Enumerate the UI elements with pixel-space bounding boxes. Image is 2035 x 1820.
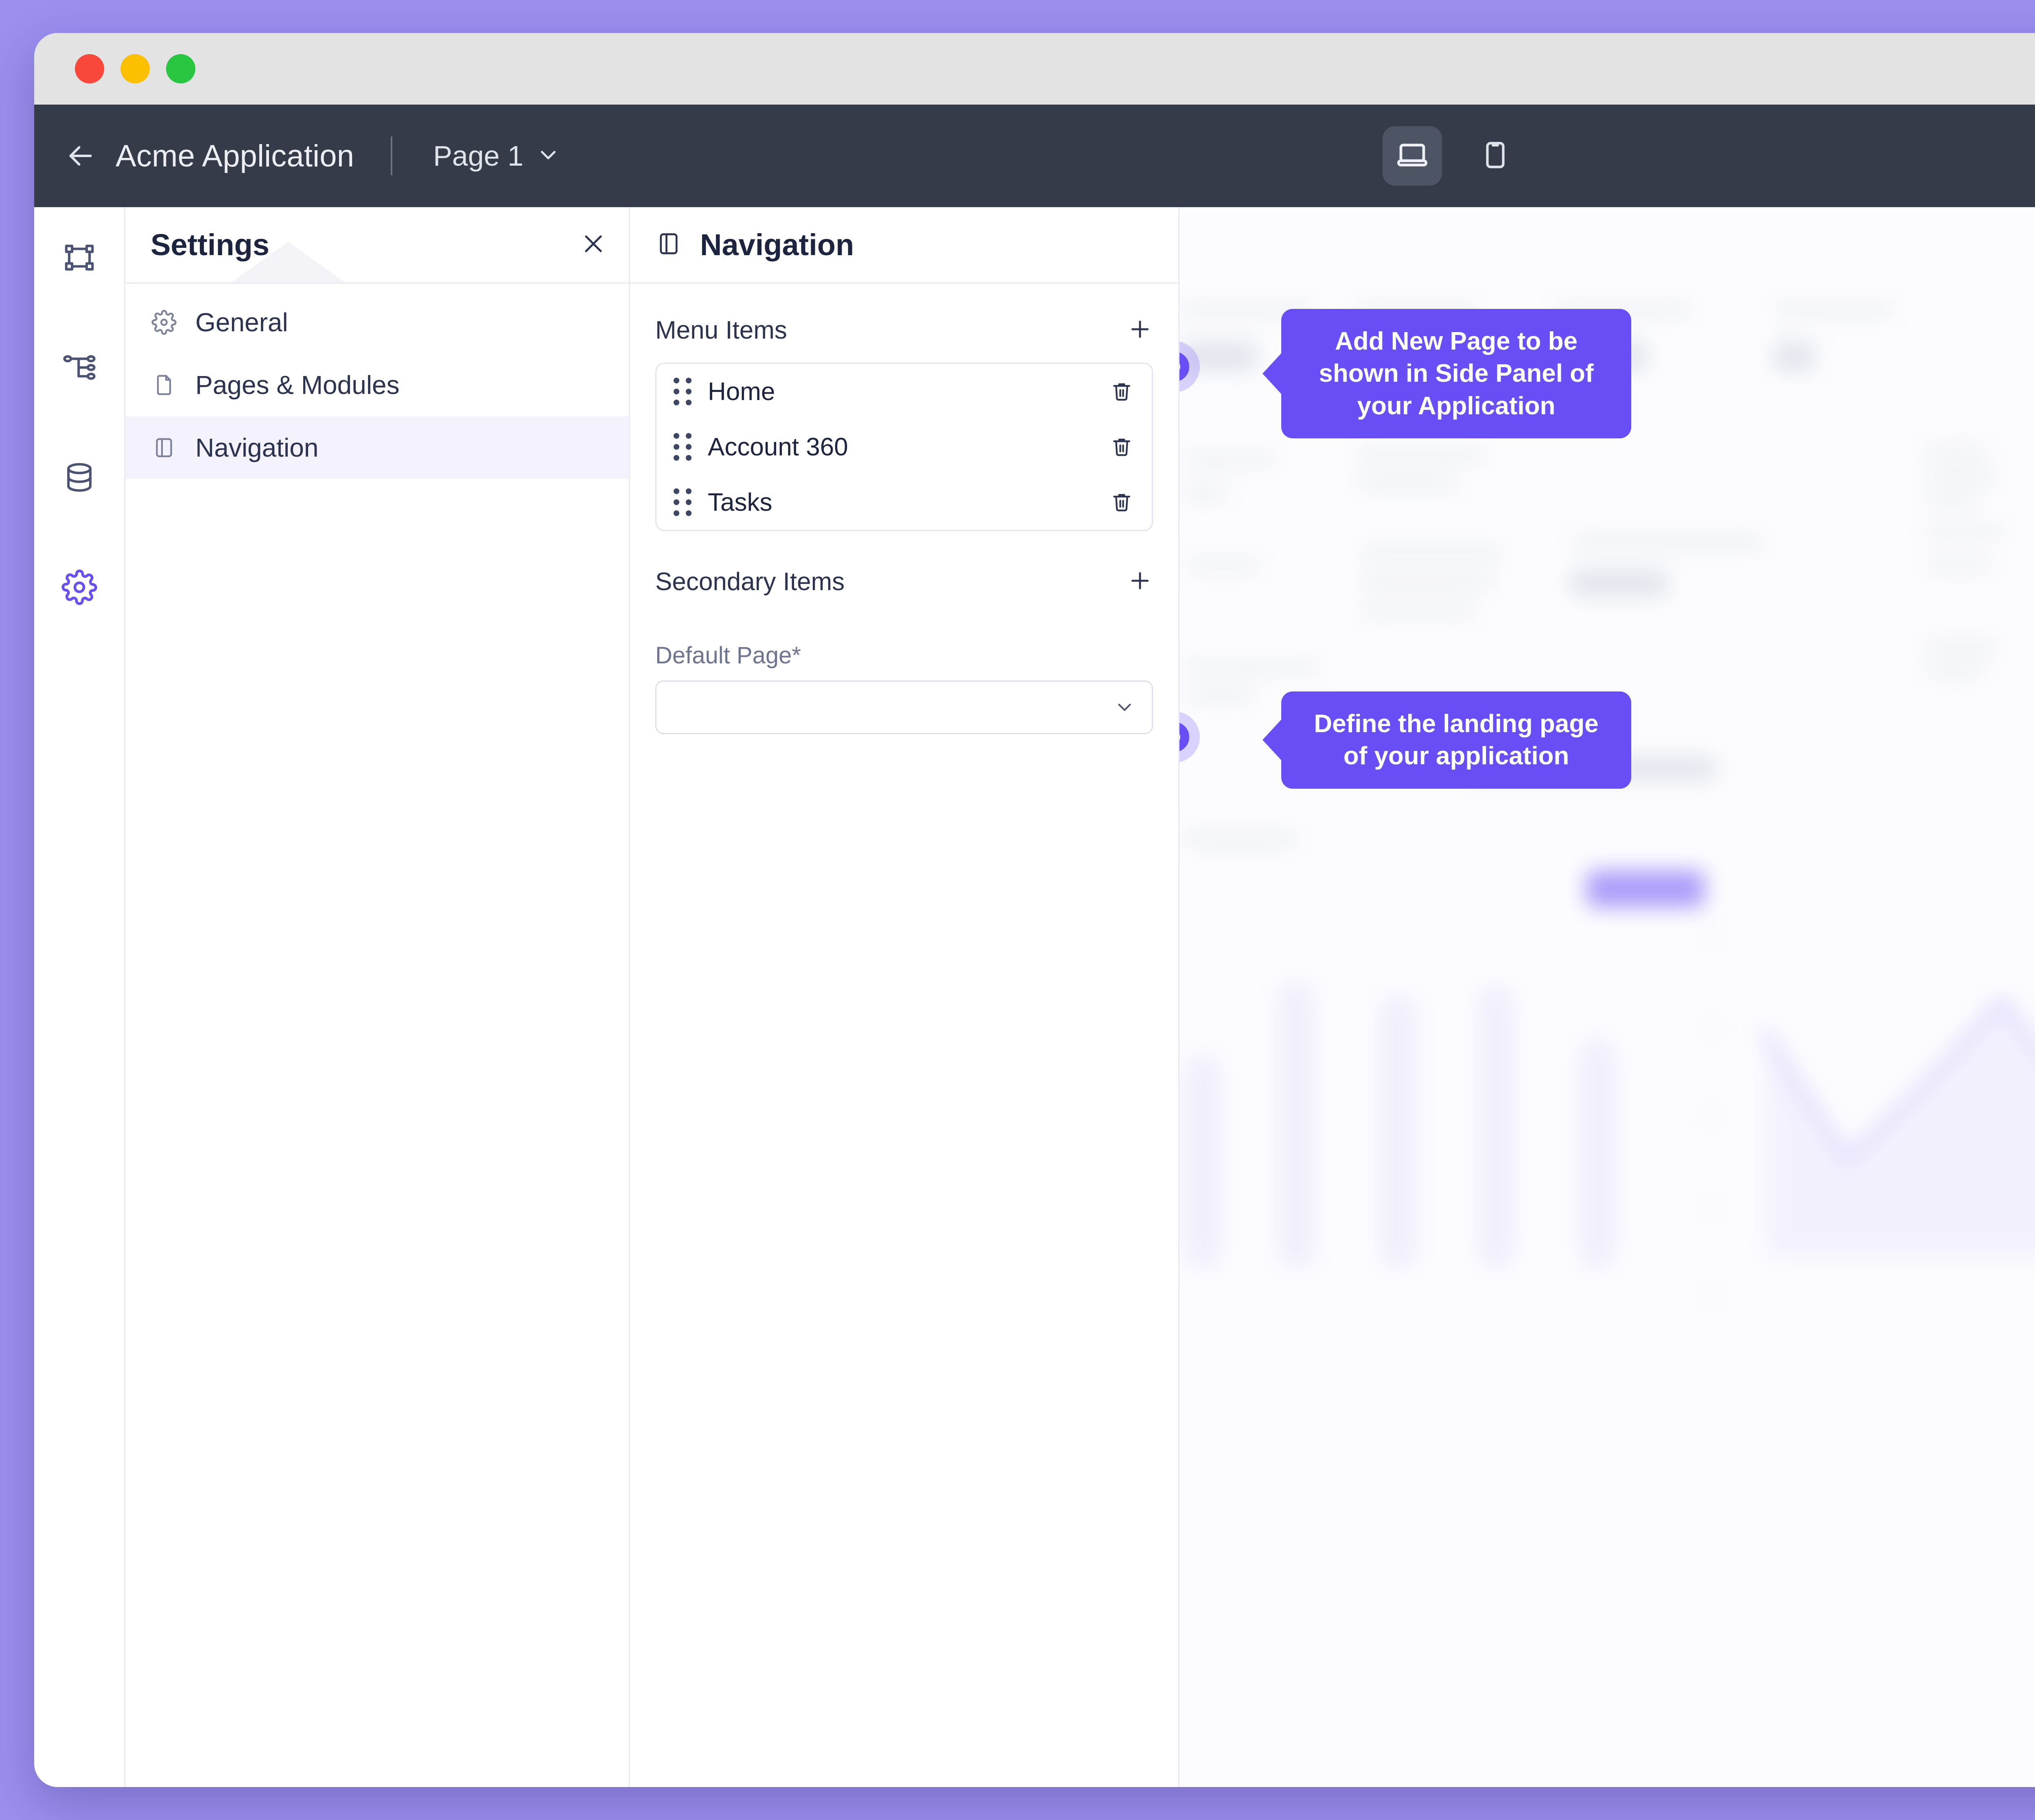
window-close-button[interactable] xyxy=(75,54,104,83)
trash-icon[interactable] xyxy=(1109,435,1134,459)
list-item[interactable]: Home xyxy=(656,364,1152,419)
plus-icon xyxy=(1127,568,1153,596)
secondary-items-label: Secondary Items xyxy=(655,567,845,596)
app-body: Settings General xyxy=(34,207,2035,1787)
mobile-icon xyxy=(1479,139,1511,173)
menu-items-add-button[interactable] xyxy=(1127,316,1153,344)
sidebar-item-navigation[interactable]: Navigation xyxy=(125,416,629,479)
gear-icon xyxy=(151,309,177,336)
artboard-icon xyxy=(62,240,97,277)
laptop-icon xyxy=(1395,138,1429,174)
secondary-items-header: Secondary Items xyxy=(655,555,1153,608)
tooltip-default-page: Define the landing page of your applicat… xyxy=(1281,691,1631,789)
database-icon xyxy=(62,460,97,497)
panel-left-icon xyxy=(655,230,682,259)
sidebar-item-general[interactable]: General xyxy=(125,291,629,354)
window-minimize-button[interactable] xyxy=(120,54,150,83)
sidebar-item-label: Navigation xyxy=(195,433,319,462)
sidebar-item-label: Pages & Modules xyxy=(195,370,400,400)
panel-left-icon xyxy=(151,434,177,461)
window-maximize-button[interactable] xyxy=(166,54,195,83)
gear-icon xyxy=(61,569,97,607)
rail-item-data[interactable] xyxy=(55,454,104,503)
app-toolbar: Acme Application Page 1 xyxy=(34,105,2035,207)
window-titlebar xyxy=(34,33,2035,105)
page-selector[interactable]: Page 1 xyxy=(433,140,561,172)
list-item[interactable]: Account 360 xyxy=(656,419,1152,475)
page-selector-label: Page 1 xyxy=(433,140,524,172)
rail-item-artboard[interactable] xyxy=(55,234,104,283)
rail-item-workflow[interactable] xyxy=(55,344,104,393)
device-toggle-group xyxy=(1383,126,1525,186)
menu-items-list: Home Account 360 xyxy=(655,363,1153,531)
device-mobile-button[interactable] xyxy=(1466,126,1525,186)
toolbar-left-group: Acme Application Page 1 xyxy=(63,136,561,175)
settings-header: Settings xyxy=(125,207,629,284)
trash-icon[interactable] xyxy=(1109,490,1134,514)
close-icon[interactable] xyxy=(581,231,606,258)
default-page-label: Default Page* xyxy=(655,642,801,669)
drag-handle-icon[interactable] xyxy=(674,433,691,461)
page-title: Acme Application xyxy=(116,138,354,173)
tooltip-add-new-page: Add New Page to be shown in Side Panel o… xyxy=(1281,309,1631,439)
rail-item-settings[interactable] xyxy=(55,564,104,612)
icon-rail xyxy=(34,207,125,1787)
default-page-select[interactable] xyxy=(655,680,1153,734)
navigation-title: Navigation xyxy=(700,228,854,262)
drag-handle-icon[interactable] xyxy=(674,378,691,405)
navigation-body: Menu Items Home xyxy=(630,284,1178,734)
menu-items-header: Menu Items xyxy=(655,303,1153,357)
trash-icon[interactable] xyxy=(1109,379,1134,404)
navigation-panel: Navigation Menu Items xyxy=(630,207,1179,1787)
menu-items-label: Menu Items xyxy=(655,316,787,344)
plus-icon xyxy=(1127,316,1153,344)
drag-handle-icon[interactable] xyxy=(674,488,691,516)
chevron-down-icon xyxy=(536,142,561,170)
canvas-preview[interactable]: Add New Page to be shown in Side Panel o… xyxy=(1179,207,2035,1787)
arrow-left-icon[interactable] xyxy=(63,139,98,173)
device-desktop-button[interactable] xyxy=(1383,126,1442,186)
sidebar-item-pages-modules[interactable]: Pages & Modules xyxy=(125,354,629,416)
settings-menu: General Pages & Modules xyxy=(125,284,629,479)
secondary-items-add-button[interactable] xyxy=(1127,568,1153,596)
settings-panel: Settings General xyxy=(125,207,630,1787)
toolbar-divider xyxy=(391,136,393,175)
sidebar-item-label: General xyxy=(195,308,288,337)
settings-pointer-notch xyxy=(231,242,345,282)
document-icon xyxy=(151,372,177,398)
list-item-label: Tasks xyxy=(708,488,772,516)
chevron-down-icon xyxy=(1114,696,1136,718)
blurred-preview-content xyxy=(1179,207,2035,1787)
sitemap-icon xyxy=(62,350,97,387)
list-item[interactable]: Tasks xyxy=(656,475,1152,530)
navigation-header: Navigation xyxy=(630,207,1178,284)
list-item-label: Account 360 xyxy=(708,433,848,461)
app-window: Acme Application Page 1 xyxy=(34,33,2035,1787)
list-item-label: Home xyxy=(708,377,775,406)
